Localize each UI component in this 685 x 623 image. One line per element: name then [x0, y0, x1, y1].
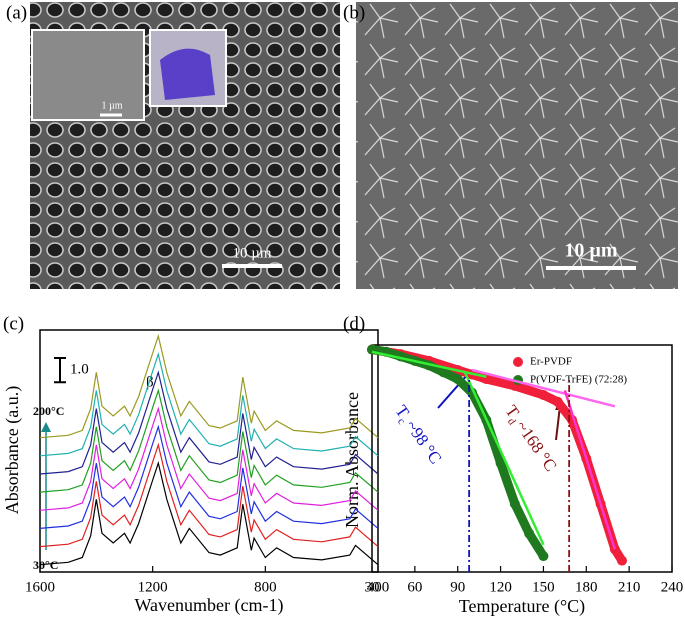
spectrum: [39, 333, 379, 439]
scale-label: 10 µm: [564, 240, 618, 262]
panel-label: (a): [6, 2, 27, 23]
value-text: ~168 °C: [512, 417, 560, 475]
point: [538, 389, 549, 400]
spectrum: [39, 370, 379, 475]
legend-marker: [513, 357, 523, 367]
point: [524, 528, 535, 539]
temp-label: 200°C: [33, 404, 64, 418]
subscript: c: [395, 416, 408, 427]
inset-scale-label: 1 µm: [101, 100, 122, 111]
arrow-head: [41, 422, 51, 432]
y-axis-title: Absorbance (a.u.): [2, 386, 23, 514]
scale-label: 10 µm: [232, 245, 271, 261]
x-tick-label: 400: [367, 579, 390, 595]
spectrum: [39, 406, 379, 511]
x-tick-label: 150: [532, 579, 555, 595]
x-tick-label: 210: [618, 579, 641, 595]
fit-line: [563, 390, 617, 550]
x-axis-title: Wavenumber (cm-1): [135, 595, 284, 616]
point: [495, 458, 506, 469]
arrow: [555, 405, 561, 441]
panel-label: (b): [343, 2, 365, 23]
panel-label: (d): [343, 313, 365, 334]
x-tick-label: 180: [575, 579, 598, 595]
spectrum: [39, 424, 379, 529]
transition-label: Tc~98 °C: [389, 402, 445, 469]
fit-line: [471, 368, 616, 408]
point: [452, 374, 463, 385]
x-tick-label: 240: [661, 579, 684, 595]
x-tick-label: 1200: [138, 579, 168, 595]
glove: [160, 48, 215, 100]
sem-image-b: [356, 2, 678, 289]
value-text: ~98 °C: [402, 417, 445, 468]
x-tick-label: 30: [365, 579, 380, 595]
x-tick-label: 90: [450, 579, 465, 595]
point: [552, 396, 563, 407]
panel-label: (c): [3, 313, 24, 334]
point: [438, 367, 449, 378]
fit-line: [463, 371, 545, 546]
x-tick-label: 120: [489, 579, 512, 595]
inset-sem: [31, 29, 145, 121]
fit-line: [371, 350, 487, 379]
x-tick-label: 60: [407, 579, 422, 595]
scale-bar-label: 1.0: [70, 362, 89, 378]
point: [617, 555, 627, 566]
spectrum: [39, 460, 379, 566]
legend-label: P(VDF-TrFE) (72:28): [530, 374, 627, 386]
transition-label: Td~168 °C: [499, 402, 560, 477]
legend-label: Er-PVDF: [530, 356, 572, 368]
x-tick-label: 800: [254, 579, 277, 595]
plot-frame: [371, 344, 673, 573]
peak-label: β: [146, 374, 154, 390]
subscript: d: [505, 416, 518, 428]
scale-bar: [54, 357, 66, 384]
x-tick-label: 1600: [25, 579, 55, 595]
x-axis-title: Temperature (°C): [459, 596, 585, 617]
point: [509, 498, 520, 509]
point: [538, 551, 549, 562]
spectrum: [39, 388, 379, 493]
spectrum: [39, 351, 379, 457]
plot-frame: [39, 329, 379, 573]
spectrum: [39, 442, 379, 548]
